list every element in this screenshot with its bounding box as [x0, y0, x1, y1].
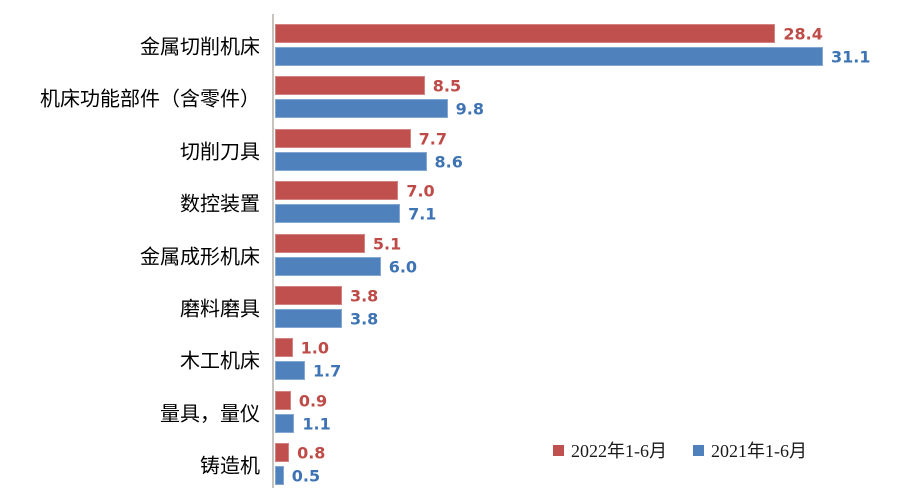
bar-2021 — [275, 99, 448, 119]
legend-item-2021: 2021年1-6月 — [693, 437, 807, 463]
value-label-2022: 7.7 — [418, 129, 448, 149]
value-label-2021: 1.1 — [302, 414, 331, 434]
value-label-2021: 31.1 — [830, 47, 871, 67]
bar-2021 — [275, 256, 381, 276]
legend-item-2022: 2022年1-6月 — [553, 437, 667, 463]
bar-2022 — [275, 338, 293, 358]
bar-2022 — [275, 181, 399, 201]
bar-2022 — [275, 233, 365, 253]
bar-2022 — [275, 24, 776, 43]
category-label: 数控装置 — [180, 193, 260, 216]
legend-swatch-2021-icon — [693, 444, 704, 456]
bar-2022 — [275, 443, 290, 463]
category-label: 磨料磨具 — [180, 298, 260, 321]
bar-2022 — [275, 128, 411, 148]
value-label-2022: 7.0 — [406, 181, 435, 201]
value-label-2021: 1.7 — [312, 361, 342, 381]
category-label: 铸造机 — [200, 455, 260, 478]
value-label-2021: 7.1 — [408, 204, 437, 224]
bar-2021 — [275, 204, 401, 224]
value-label-2021: 0.5 — [291, 466, 321, 486]
legend-label-2022: 2022年1-6月 — [571, 441, 667, 461]
value-label-2022: 1.0 — [300, 338, 329, 358]
value-label-2022: 0.9 — [298, 391, 328, 411]
bar-2021 — [275, 361, 305, 381]
value-label-2022: 3.8 — [349, 286, 379, 306]
bar-2022 — [275, 286, 342, 305]
category-label: 木工机床 — [180, 350, 260, 373]
value-label-2022: 8.5 — [432, 76, 462, 96]
category-label: 金属切削机床 — [140, 36, 260, 59]
bar-2021 — [275, 466, 284, 486]
value-label-2022: 5.1 — [372, 234, 402, 254]
bar-2022 — [275, 76, 425, 96]
category-label: 金属成形机床 — [140, 246, 260, 269]
bar-2021 — [275, 151, 427, 171]
legend: 2022年1-6月 2021年1-6月 — [553, 437, 807, 463]
bar-2021 — [275, 413, 295, 433]
value-label-2022: 0.8 — [297, 443, 326, 463]
category-label: 切削刀具 — [180, 141, 260, 164]
category-label: 机床功能部件（含零件） — [40, 88, 260, 111]
value-label-2021: 8.6 — [434, 152, 463, 172]
y-axis-line — [272, 14, 274, 488]
bar-2021 — [275, 47, 823, 66]
value-label-2021: 9.8 — [455, 99, 485, 119]
bar-2021 — [275, 309, 342, 328]
value-label-2022: 28.4 — [783, 24, 823, 44]
value-label-2021: 3.8 — [349, 309, 379, 329]
legend-label-2021: 2021年1-6月 — [711, 441, 807, 461]
category-label: 量具，量仪 — [160, 403, 260, 426]
value-label-2021: 6.0 — [388, 257, 418, 277]
bar-2022 — [275, 390, 291, 410]
legend-swatch-2022-icon — [553, 444, 564, 456]
